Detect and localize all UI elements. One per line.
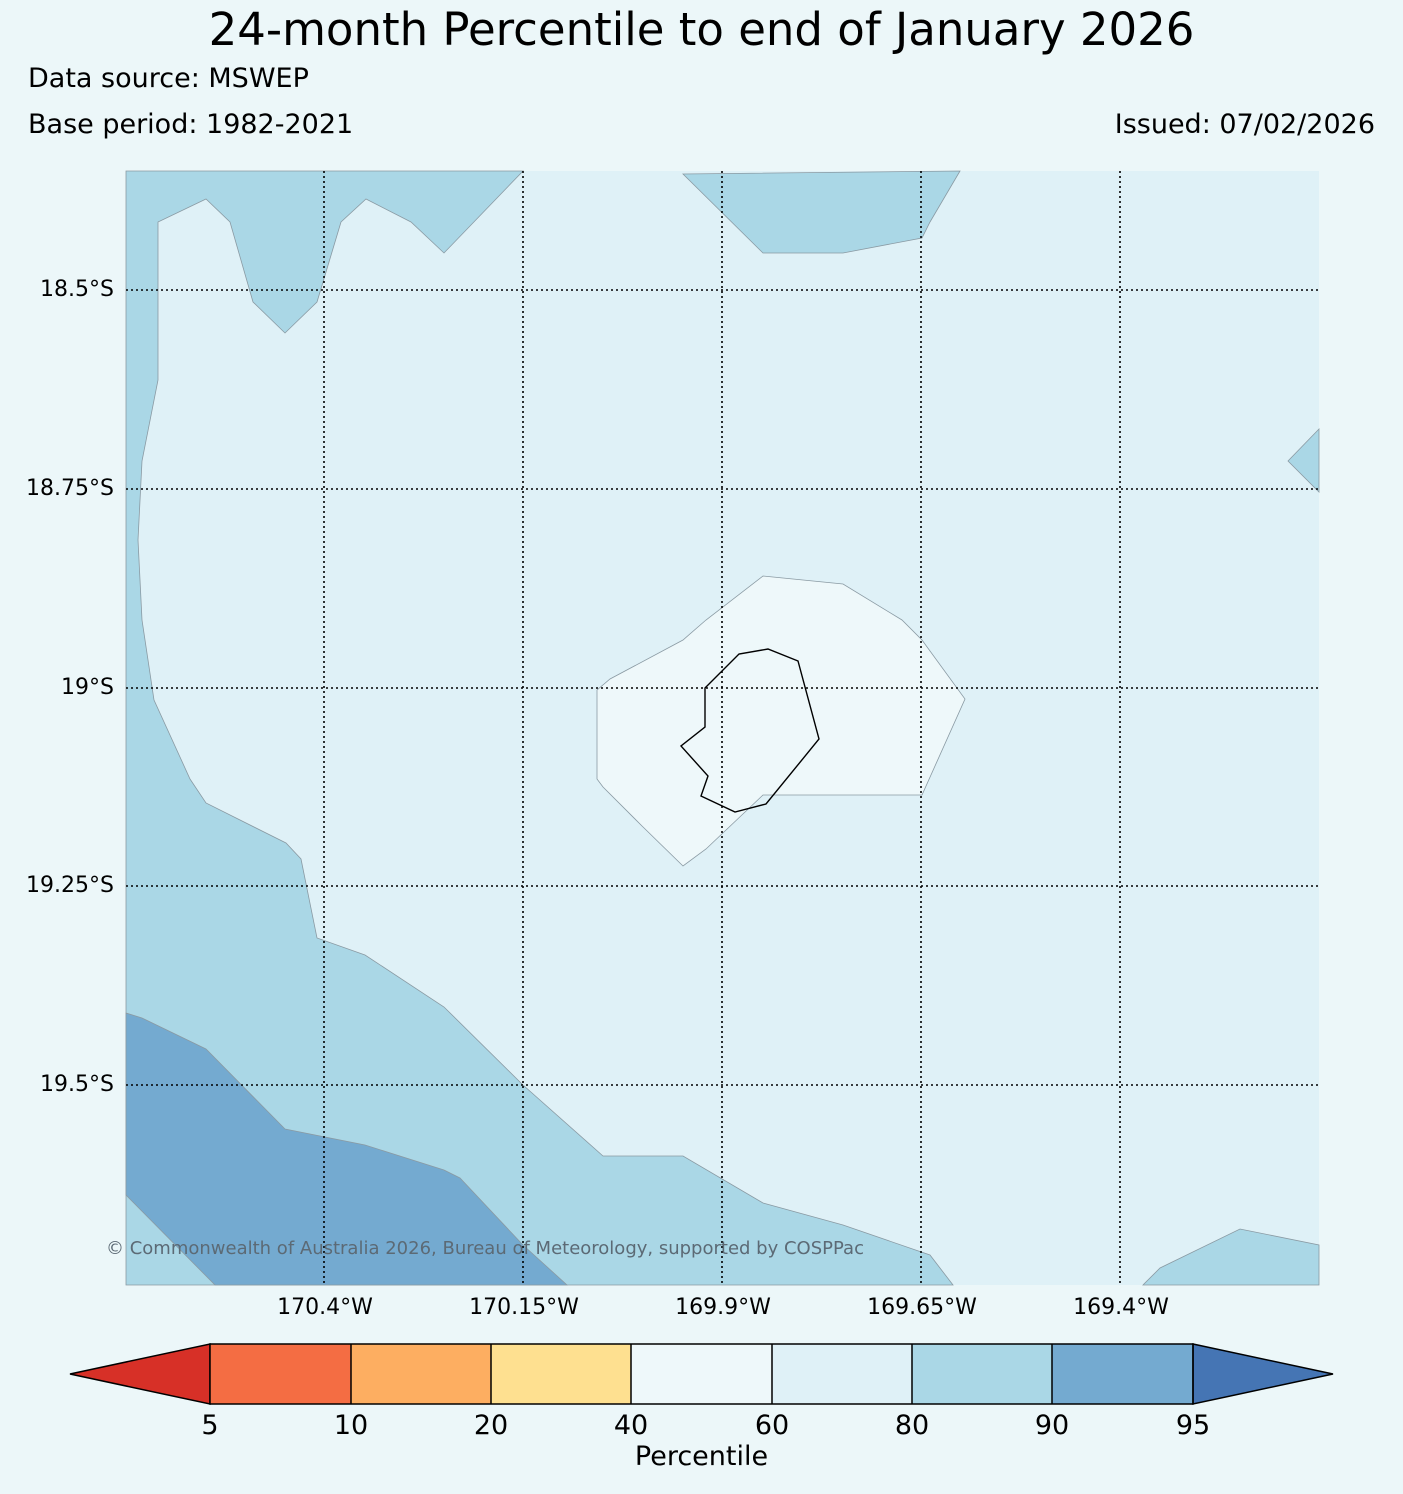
colorbar-tick-40: 40: [613, 1410, 649, 1441]
colorbar-dividers: [209, 1343, 1194, 1405]
longitude-gridlines: [323, 171, 1121, 1285]
colorbar-tick-20: 20: [473, 1410, 509, 1441]
region-80-90-top: [682, 170, 961, 254]
lat-label-19-25s: 19.25°S: [26, 873, 114, 898]
colorbar-segment-90-95: [1052, 1344, 1193, 1404]
issued-date-label: Issued: 07/02/2026: [1114, 109, 1375, 140]
copyright-notice: © Commonwealth of Australia 2026, Bureau…: [106, 1238, 864, 1259]
lon-label-169-9w: 169.9°W: [675, 1295, 771, 1320]
region-80-90-right-edge: [1287, 428, 1320, 493]
colorbar-tick-95: 95: [1175, 1410, 1211, 1441]
lon-label-169-4w: 169.4°W: [1073, 1295, 1169, 1320]
percentile-map: [125, 170, 1320, 1286]
lat-label-18-75s: 18.75°S: [26, 476, 114, 501]
island-coastline: [679, 648, 820, 813]
region-90-95-bottom-left: [125, 1012, 569, 1286]
base-period-label: Base period: 1982-2021: [28, 109, 354, 140]
colorbar-segment-5-10: [210, 1344, 351, 1404]
colorbar-segment-40-60: [631, 1344, 772, 1404]
colorbar-segment-60-80: [772, 1344, 912, 1404]
colorbar-tick-10: 10: [333, 1410, 369, 1441]
colorbar-title: Percentile: [634, 1441, 769, 1472]
lon-label-170-4w: 170.4°W: [277, 1295, 373, 1320]
lat-label-18-5s: 18.5°S: [40, 277, 114, 302]
colorbar-tick-90: 90: [1034, 1410, 1070, 1441]
colorbar-segment-20-40: [491, 1344, 631, 1404]
colorbar: [69, 1343, 1334, 1405]
colorbar-tick-5: 5: [201, 1410, 219, 1441]
lon-label-169-65w: 169.65°W: [867, 1295, 977, 1320]
colorbar-segment-80-90: [912, 1344, 1052, 1404]
data-source-label: Data source: MSWEP: [28, 63, 309, 94]
lat-label-19s: 19°S: [61, 675, 114, 700]
region-40-60-center: [596, 575, 966, 867]
lon-label-170-15w: 170.15°W: [469, 1295, 579, 1320]
colorbar-low-extension: [69, 1343, 211, 1405]
region-80-90-top-left: [125, 170, 954, 1286]
colorbar-tick-80: 80: [894, 1410, 930, 1441]
lat-label-19-5s: 19.5°S: [40, 1072, 114, 1097]
chart-title: 24-month Percentile to end of January 20…: [208, 3, 1195, 56]
colorbar-high-extension: [1192, 1343, 1334, 1405]
region-80-90-bottom-right: [1142, 1228, 1320, 1286]
colorbar-segment-10-20: [351, 1344, 491, 1404]
colorbar-tick-60: 60: [754, 1410, 790, 1441]
